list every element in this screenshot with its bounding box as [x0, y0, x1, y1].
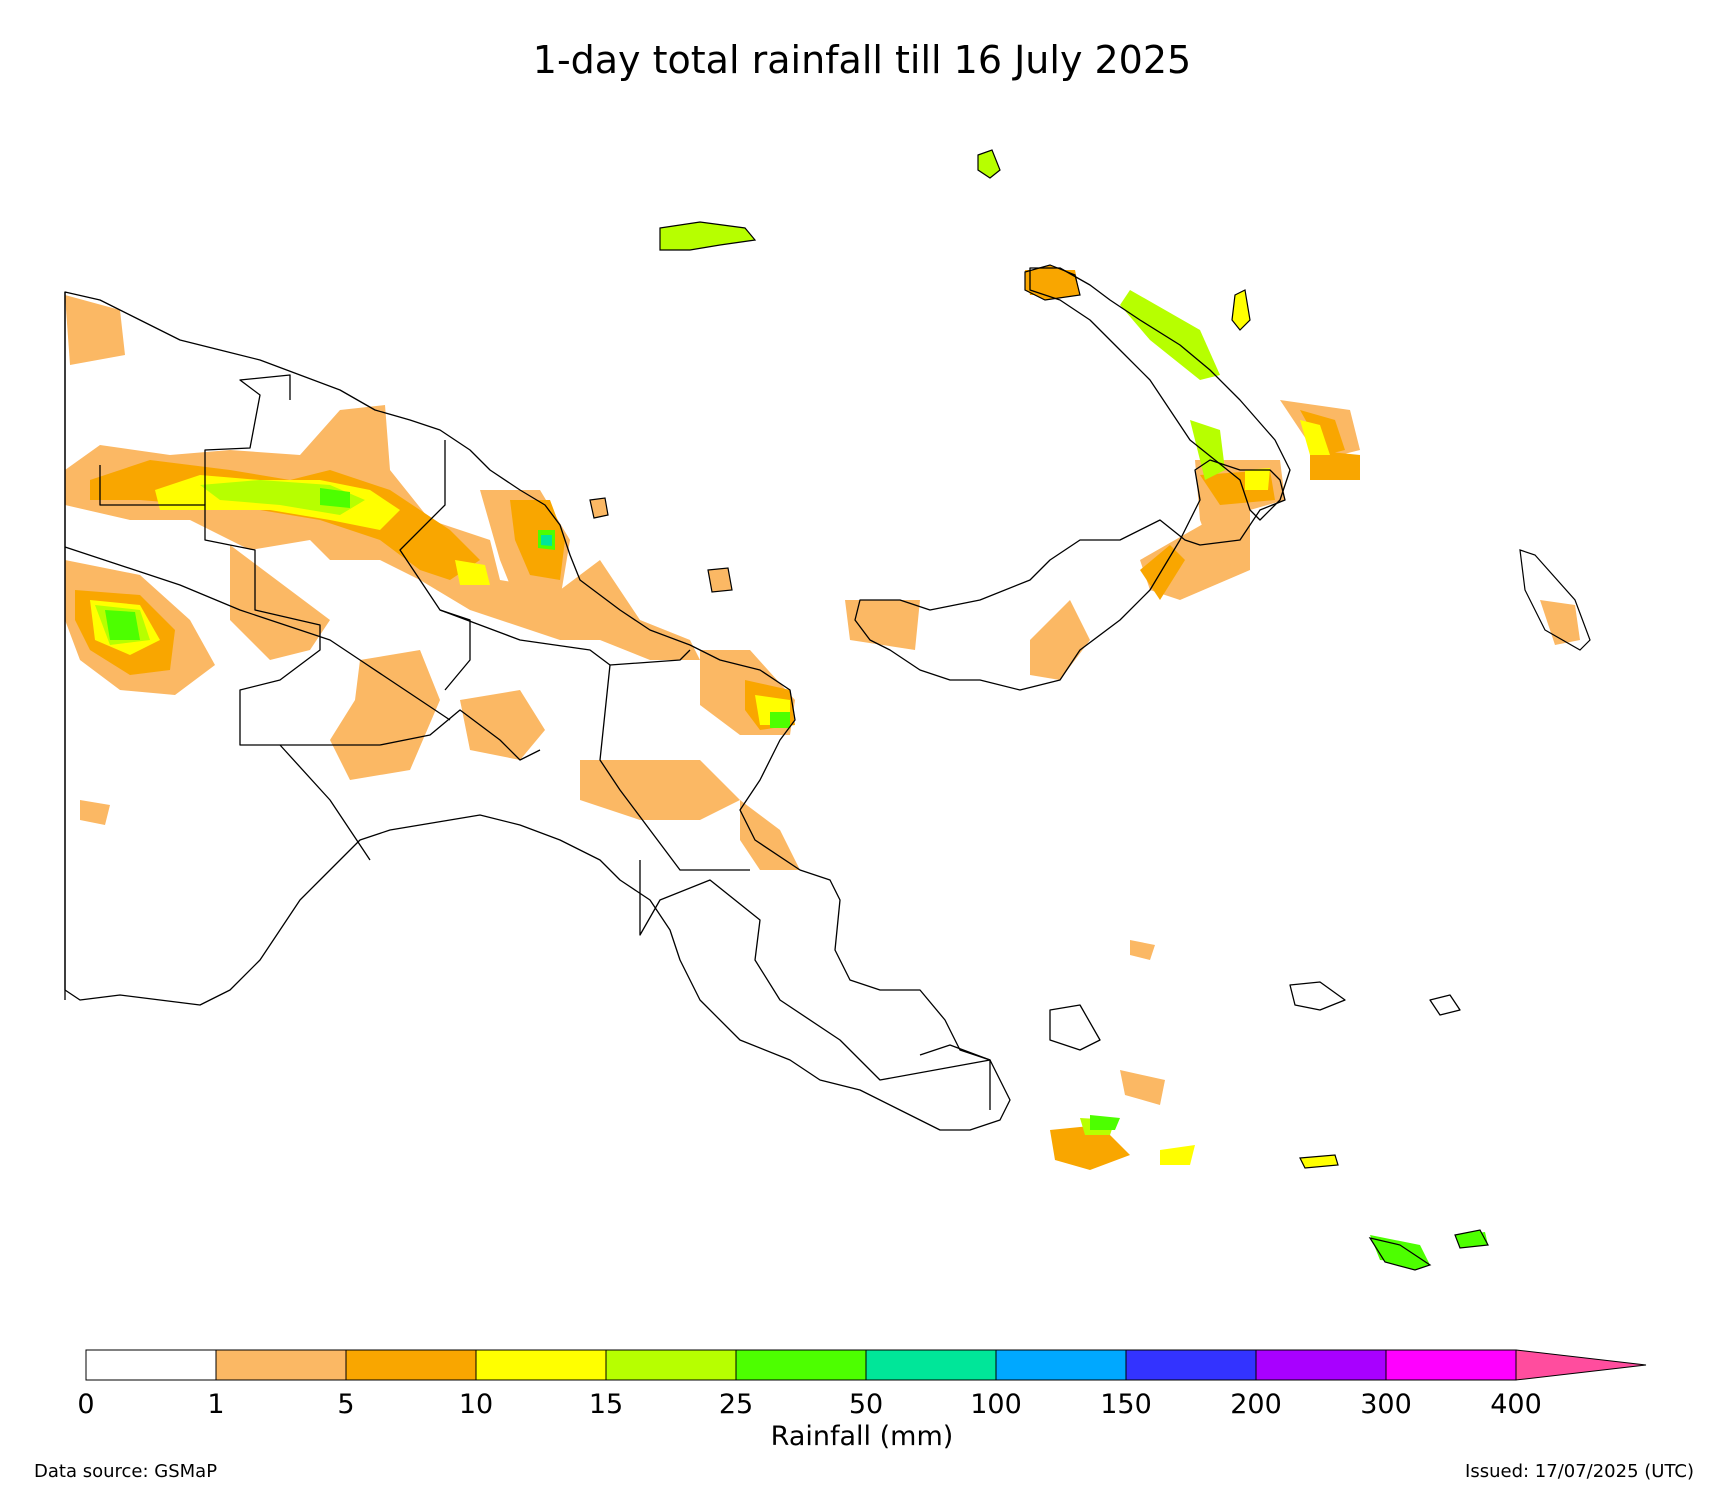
colorbar-tick-label: 25 — [718, 1389, 754, 1420]
dentrecasteaux-coastline — [1049, 1004, 1101, 1051]
colorbar-segment — [735, 1349, 867, 1381]
rain-region-25-50mm — [770, 712, 790, 728]
rain-region-5-10mm — [1310, 450, 1360, 480]
rain-region-25-50mm — [1090, 1115, 1120, 1130]
island-new-hanover — [1024, 264, 1081, 301]
island-fills — [589, 149, 1591, 1271]
province-border — [64, 546, 451, 721]
island-karkar — [589, 497, 609, 519]
rain-region-5-10mm — [510, 500, 565, 580]
trobriand-coastline — [1289, 981, 1346, 1011]
colorbar-tick-label: 0 — [77, 1389, 95, 1420]
rain-region-1-5mm — [740, 800, 800, 870]
province-border — [399, 440, 471, 691]
colorbar — [85, 1349, 1647, 1381]
issued-date-text: Issued: 17/07/2025 (UTC) — [1465, 1461, 1694, 1482]
rain-region-25-50mm — [105, 610, 140, 640]
rainfall-shading — [65, 270, 1580, 1265]
colorbar-segment — [215, 1349, 347, 1381]
rain-region-1-5mm — [330, 650, 440, 780]
island-misima — [1299, 1154, 1339, 1169]
colorbar-segment — [345, 1349, 477, 1381]
woodlark-coastline — [1429, 994, 1461, 1016]
colorbar-extend-arrow — [1515, 1349, 1647, 1381]
island-bougainville — [1519, 549, 1591, 651]
colorbar-segment — [1385, 1349, 1517, 1381]
colorbar-tick-label: 1 — [207, 1389, 225, 1420]
province-border — [439, 609, 750, 871]
province-border — [919, 1044, 991, 1061]
colorbar-tick-label: 300 — [1360, 1389, 1412, 1420]
colorbar-axis-label: Rainfall (mm) — [770, 1421, 954, 1452]
rain-region-1-5mm — [230, 545, 330, 660]
rain-region-1-5mm — [1030, 600, 1090, 680]
new-ireland-coastline — [1029, 267, 1291, 521]
colorbar-segment — [85, 1349, 217, 1381]
province-border — [639, 860, 991, 1110]
rain-region-5-10mm — [1050, 1125, 1130, 1170]
colorbar-tick-label: 100 — [970, 1389, 1022, 1420]
colorbar-tick-label: 15 — [588, 1389, 624, 1420]
province-border — [99, 465, 541, 761]
colorbar-segment — [605, 1349, 737, 1381]
colorbar-tick-label: 10 — [458, 1389, 494, 1420]
rain-region-10-15mm — [455, 560, 490, 585]
colorbar-tick-label: 200 — [1230, 1389, 1282, 1420]
island-lihir — [1231, 289, 1251, 331]
data-source-text: Data source: GSMaP — [34, 1461, 218, 1482]
rain-region-1-5mm — [1120, 1070, 1165, 1105]
colorbar-tick-label: 150 — [1100, 1389, 1152, 1420]
rain-region-1-5mm — [80, 800, 110, 825]
colorbar-tick-label: 50 — [848, 1389, 884, 1420]
rain-region-1-5mm — [580, 760, 740, 820]
colorbar-segment — [865, 1349, 997, 1381]
rain-region-1-5mm — [845, 600, 920, 650]
island-small-north — [977, 149, 1001, 179]
rain-region-1-5mm — [65, 295, 125, 365]
colorbar-tick-label: 400 — [1490, 1389, 1542, 1420]
colorbar-segment — [1125, 1349, 1257, 1381]
colorbar-tick-label: 5 — [337, 1389, 355, 1420]
rain-region-1-5mm — [460, 690, 545, 760]
rain-region-10-15mm — [1245, 468, 1270, 490]
coastlines — [64, 267, 1461, 1131]
map-title: 1-day total rainfall till 16 July 2025 — [532, 38, 1192, 82]
island-umboi — [707, 567, 733, 593]
rain-region-1-5mm — [1130, 940, 1155, 960]
island-manus — [659, 221, 757, 251]
rain-region-5-10mm — [1140, 545, 1185, 600]
rain-region-50-100mm — [541, 535, 552, 546]
new-britain-coastline — [854, 459, 1286, 691]
colorbar-segment — [995, 1349, 1127, 1381]
mainland-coastline — [64, 291, 1011, 1131]
province-border — [609, 649, 691, 666]
island-rossel — [1454, 1229, 1489, 1249]
rain-region-1-5mm — [1540, 600, 1580, 645]
rain-region-25-50mm — [320, 488, 350, 508]
rain-region-10-15mm — [1160, 1145, 1195, 1165]
province-border — [204, 374, 291, 505]
province-border — [279, 744, 371, 861]
colorbar-segment — [475, 1349, 607, 1381]
colorbar-segment — [1255, 1349, 1387, 1381]
rain-region-10-15mm — [1300, 420, 1330, 455]
rain-region-15-25mm — [1190, 420, 1225, 480]
island-tagula — [1368, 1237, 1432, 1271]
